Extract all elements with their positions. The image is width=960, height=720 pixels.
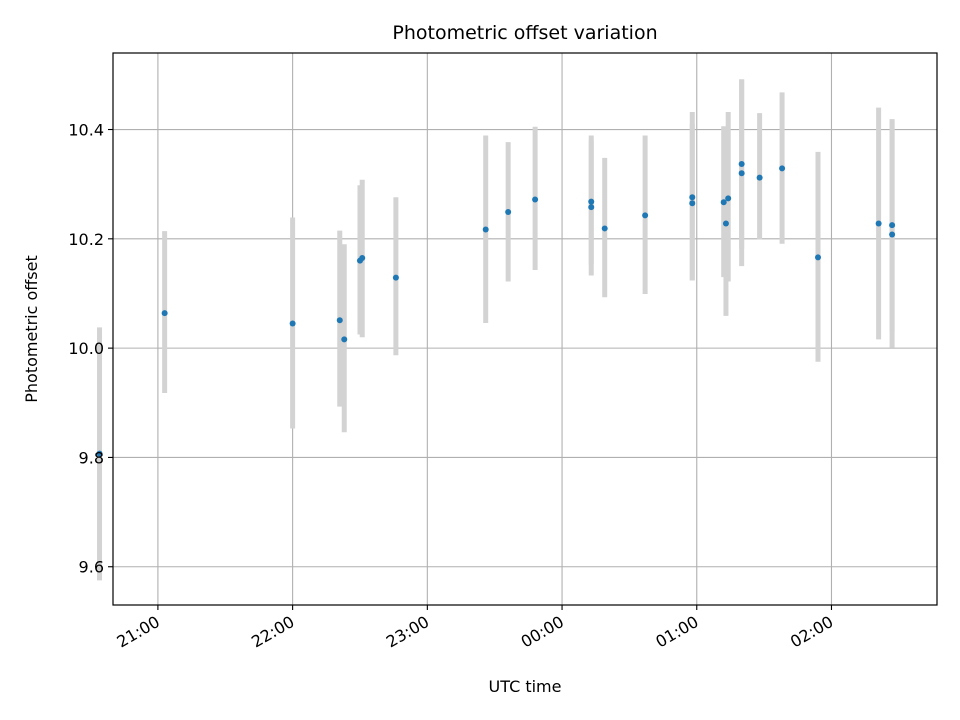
plot-frame [112,52,938,606]
data-point [642,212,649,219]
data-point [505,209,512,216]
data-point [359,254,366,261]
data-point [689,194,696,201]
data-point [588,204,595,211]
data-point [588,198,595,205]
data-point [738,160,745,167]
y-tick-label: 10.0 [68,339,104,358]
data-point [722,220,729,227]
y-tick-label: 10.4 [68,121,104,140]
data-point [738,170,745,177]
data-point [96,450,103,457]
data-points [96,160,896,457]
y-axis-ticks: 9.6 9.8 10.0 10.2 10.4 [68,121,113,577]
data-point [601,225,608,232]
data-point [725,195,732,202]
data-point [341,336,348,343]
data-point [875,220,882,227]
y-tick-label: 9.6 [79,558,104,577]
data-point [815,254,822,261]
data-point [689,200,696,207]
chart-title: Photometric offset variation [392,22,657,44]
y-axis-label: Photometric offset [22,255,41,403]
data-point [779,165,786,172]
data-point [289,320,296,327]
y-tick-label: 9.8 [79,448,104,467]
data-point [756,174,763,181]
data-point [889,231,896,238]
data-point [720,199,727,206]
data-point [482,226,489,233]
x-axis-label: UTC time [489,677,562,696]
data-point [336,317,343,324]
data-point [532,196,539,203]
y-tick-label: 10.2 [68,230,104,249]
data-point [392,274,399,281]
data-point [161,310,168,317]
data-point [889,222,896,229]
